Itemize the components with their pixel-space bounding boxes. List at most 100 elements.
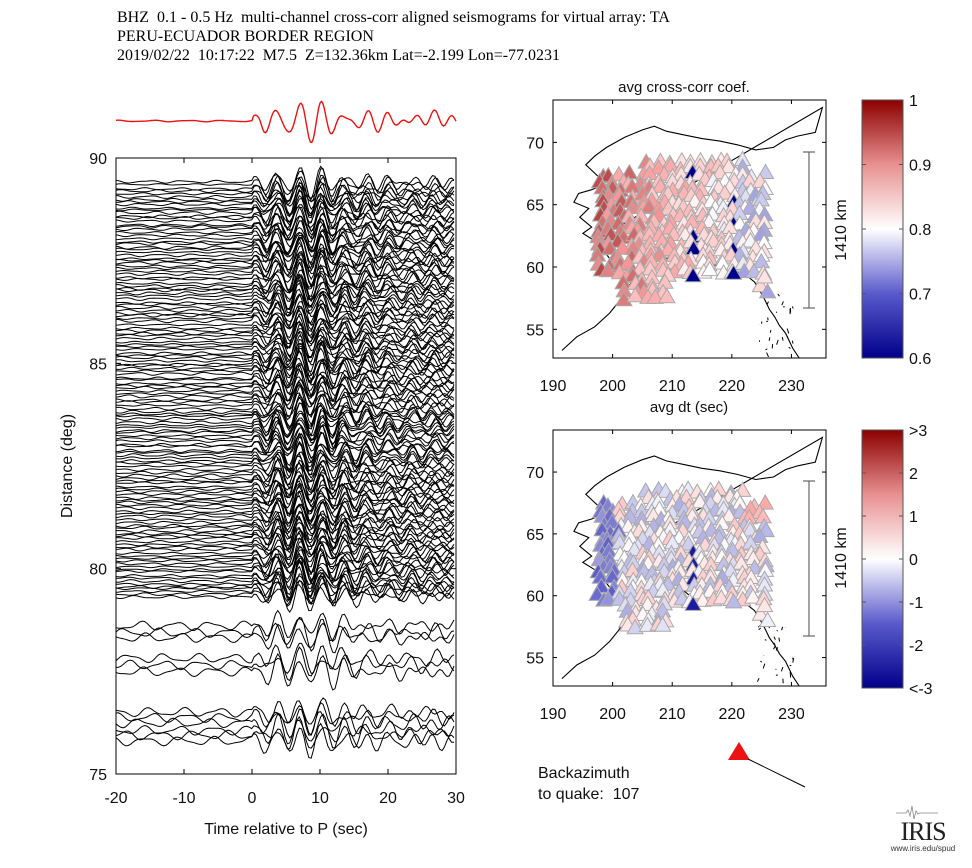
seismogram-trace [116, 188, 455, 227]
seismogram-trace [116, 340, 455, 367]
colorbar-tick-label: >3 [909, 423, 927, 440]
map-ytick-label: 65 [526, 198, 544, 215]
stack-trace [115, 100, 457, 144]
seismogram-trace [116, 261, 455, 292]
seismogram-trace [116, 432, 455, 459]
seismogram-trace [116, 359, 455, 390]
seismogram-trace [116, 622, 455, 654]
map1-ticks [552, 100, 826, 358]
seismogram-trace [116, 722, 455, 759]
map-ytick-label: 60 [526, 589, 544, 606]
seismogram-xlabel: Time relative to P (sec) [204, 821, 368, 838]
colorbar-crosscorr [861, 99, 904, 359]
map-ytick-label: 65 [526, 527, 544, 544]
backazimuth-label-2: to quake: 107 [538, 786, 640, 803]
seismogram-trace [116, 708, 455, 739]
map1-title: avg cross-corr coef. [618, 79, 750, 96]
station-marker [715, 184, 734, 200]
seismogram-ticks [115, 157, 457, 775]
seismogram-ytick-label: 75 [89, 767, 107, 784]
seismogram-trace [116, 314, 455, 345]
seismogram-trace [116, 642, 455, 675]
seismogram-trace [116, 516, 455, 554]
seismogram-trace [116, 449, 455, 479]
station-marker [751, 276, 770, 293]
seismogram-trace [116, 421, 455, 451]
seismogram-xtick-labels: -20 -10 0 10 20 30 [104, 790, 465, 807]
seismogram-ytick-label: 85 [89, 356, 107, 373]
seismogram-trace [116, 558, 455, 596]
seismogram-trace [116, 554, 455, 585]
seismogram-trace [116, 342, 455, 377]
station-marker [744, 588, 762, 604]
seismogram-trace [116, 356, 455, 387]
seismogram-trace [116, 440, 455, 474]
seismogram-trace [116, 576, 455, 607]
iris-logo-url: www.iris.edu/spud [890, 844, 956, 853]
seismogram-trace [116, 540, 455, 575]
seismogram-trace [116, 467, 455, 499]
map2-xtick-labels: 190 200 210 220 230 [540, 706, 805, 723]
seismogram-trace [116, 473, 455, 507]
map1-plot [561, 106, 824, 358]
map1-xlabel: avg dt (sec) [650, 399, 728, 416]
seismogram-trace [116, 291, 455, 318]
seismogram-trace [116, 510, 455, 535]
coastline-islands [756, 625, 795, 684]
seismogram-trace [116, 213, 455, 238]
coastline-islands [758, 293, 794, 358]
seismogram-trace [116, 701, 454, 736]
station-marker [690, 492, 709, 509]
colorbar-tick-label: 0.8 [909, 222, 931, 239]
backazimuth-label-1: Backazimuth [538, 765, 630, 782]
seismogram-trace [116, 206, 455, 231]
map-xtick-label: 200 [599, 378, 626, 395]
seismogram-trace [116, 514, 455, 540]
map-ytick-label: 55 [526, 322, 544, 339]
seismogram-trace [116, 452, 455, 480]
map1-stations [588, 150, 777, 307]
seismogram-trace [116, 305, 455, 333]
station-marker [750, 527, 769, 543]
map-ytick-label: 70 [526, 465, 544, 482]
seismogram-trace [116, 320, 455, 349]
seismogram-trace [116, 377, 455, 406]
map1-frame [552, 99, 827, 359]
map1-scale-bar [803, 151, 815, 309]
seismogram-frame [115, 157, 457, 775]
seismogram-trace [116, 489, 455, 524]
seismogram-trace [116, 368, 455, 402]
seismogram-trace [116, 534, 455, 560]
seismogram-trace [116, 373, 455, 402]
seismogram-ytick-labels: 75 80 85 90 [89, 151, 107, 784]
backazimuth-station-icon [728, 742, 750, 760]
seismogram-trace [116, 255, 455, 291]
seismogram-trace [116, 529, 455, 557]
seismogram-trace [116, 349, 455, 386]
seismogram-trace [116, 715, 454, 750]
seismogram-trace [116, 565, 455, 601]
seismogram-trace [116, 331, 455, 363]
map-ytick-label: 60 [526, 260, 544, 277]
station-marker [626, 618, 644, 635]
station-marker [756, 494, 775, 510]
backazimuth-arrow [747, 758, 806, 788]
colorbar-tick-label: 1 [909, 93, 918, 110]
seismogram-trace [116, 425, 455, 452]
seismogram-trace [116, 547, 455, 583]
seismogram-ylabel: Distance (deg) [59, 414, 76, 518]
map-xtick-label: 220 [718, 706, 745, 723]
seismogram-trace [116, 168, 455, 203]
station-marker [640, 197, 658, 214]
seismogram-trace [116, 212, 455, 241]
station-marker [724, 264, 743, 280]
seismogram-trace [116, 501, 455, 532]
seismogram-trace [116, 317, 455, 350]
map-xtick-label: 190 [540, 706, 567, 723]
colorbar-tick-label: 2 [909, 466, 918, 483]
title-line-1: BHZ 0.1 - 0.5 Hz multi-channel cross-cor… [117, 9, 670, 26]
seismogram-trace [116, 195, 455, 233]
map2-scale-label: 1410 km [833, 527, 850, 588]
seismogram-trace [116, 201, 455, 232]
station-marker [684, 266, 702, 283]
